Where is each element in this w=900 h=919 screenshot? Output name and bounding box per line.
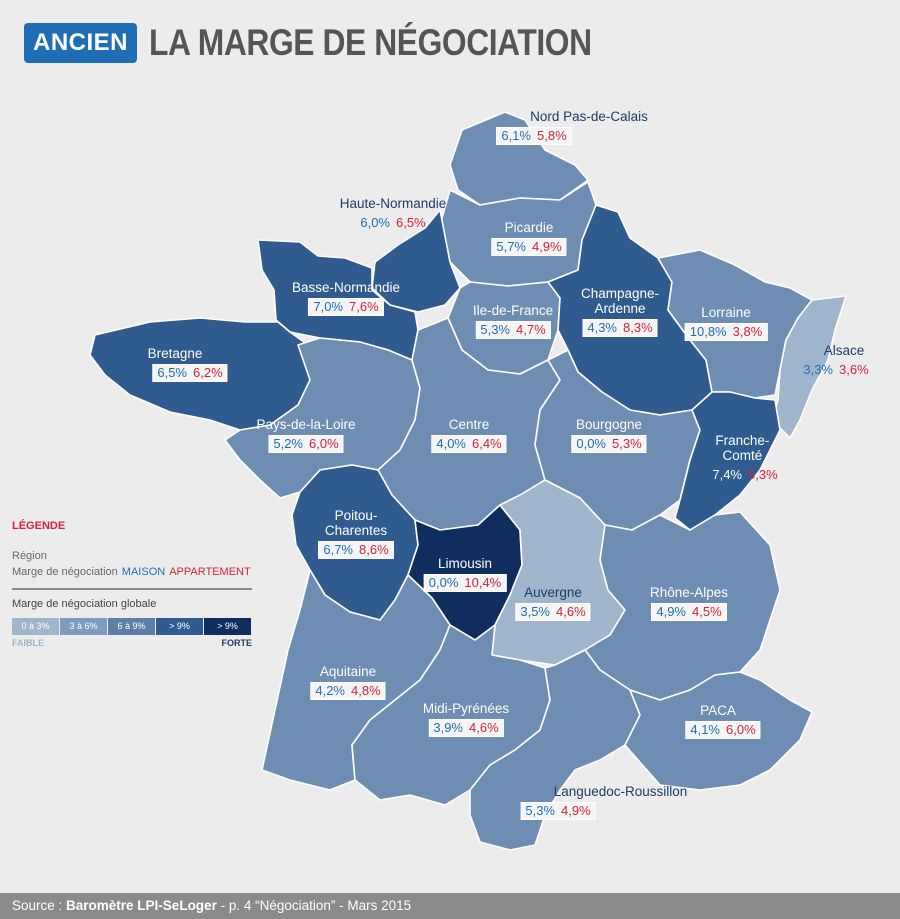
region-values: 4,9% 4,5% <box>651 603 726 621</box>
region-name: Pays-de-la-Loire <box>256 417 355 432</box>
label-nord-pas-de-calais: Nord Pas-de-Calais 6,1% 5,8% <box>420 109 648 145</box>
region-values: 4,3% 8,3% <box>582 319 657 337</box>
label-picardie: Picardie 5,7% 4,9% <box>491 220 566 256</box>
region-values: 3,9% 4,6% <box>428 719 503 737</box>
legend-divider <box>12 588 252 590</box>
legend-swatch: 6 à 9% <box>108 618 155 635</box>
legend-high: FORTE <box>222 638 253 648</box>
maison-value: 6,1% <box>501 128 531 143</box>
region-name: Auvergne <box>515 585 590 600</box>
legend-marge-line: Marge de négociation MAISON APPARTEMENT <box>12 566 252 578</box>
region-values: 5,2% 6,0% <box>268 435 343 453</box>
legend-low: FAIBLE <box>12 638 44 648</box>
region-values: 0,0% 5,3% <box>571 435 646 453</box>
region-name: Champagne-Ardenne <box>573 286 668 316</box>
region-name: PACA <box>675 703 760 718</box>
region-values: 3,3% 3,6% <box>798 361 873 379</box>
region-name: Ile-de-France <box>473 303 553 318</box>
region-name: Limousin <box>424 556 507 571</box>
region-name: Basse-Normandie <box>292 280 400 295</box>
label-languedoc-roussillon: Languedoc-Roussillon 5,3% 4,9% <box>429 784 688 820</box>
label-limousin: Limousin 0,0% 10,4% <box>424 556 507 592</box>
region-name: Midi-Pyrénées <box>423 701 509 716</box>
region-values: 0,0% 10,4% <box>424 574 507 592</box>
region-name: Picardie <box>491 220 566 235</box>
legend-region-line: Région <box>12 550 252 562</box>
region-values: 4,1% 6,0% <box>685 721 760 739</box>
region-values: 4,2% 4,8% <box>310 682 385 700</box>
label-poitou-charentes: Poitou-Charentes 6,7% 8,6% <box>316 508 396 559</box>
label-rhone-alpes: Rhône-Alpes 4,9% 4,5% <box>650 585 728 621</box>
legend-maison: MAISON <box>122 566 165 578</box>
region-name: Haute-Normandie <box>340 196 447 211</box>
legend: LÉGENDE Région Marge de négociation MAISO… <box>12 520 252 648</box>
legend-swatch: 0 à 3% <box>12 618 59 635</box>
region-values: 6,5% 6,2% <box>152 364 227 382</box>
label-alsace: Alsace 3,3% 3,6% <box>798 343 873 379</box>
region-values: 6,1% 5,8% <box>496 127 571 145</box>
label-bourgogne: Bourgogne 0,0% 5,3% <box>571 417 646 453</box>
region-values: 6,0% 6,5% <box>355 214 430 232</box>
region-name: Bretagne <box>122 346 227 361</box>
region-values: 10,8% 3,8% <box>685 323 768 341</box>
region-name: Nord Pas-de-Calais <box>530 109 648 124</box>
region-name: Languedoc-Roussillon <box>554 784 688 799</box>
region-name: Lorraine <box>685 305 768 320</box>
region-values: 5,3% 4,7% <box>475 321 550 339</box>
region-name: Alsace <box>814 343 873 358</box>
region-name: Poitou-Charentes <box>316 508 396 538</box>
label-midi-pyrenees: Midi-Pyrénées 3,9% 4,6% <box>423 701 509 737</box>
region-values: 5,7% 4,9% <box>491 238 566 256</box>
region-values: 4,0% 6,4% <box>431 435 506 453</box>
region-name: Rhône-Alpes <box>650 585 728 600</box>
footer-source: Source : Baromètre LPI-SeLoger - p. 4 “N… <box>0 893 900 919</box>
legend-title: LÉGENDE <box>12 520 252 532</box>
legend-ends: FAIBLE FORTE <box>12 638 252 648</box>
region-values: 5,3% 4,9% <box>520 802 595 820</box>
label-lorraine: Lorraine 10,8% 3,8% <box>685 305 768 341</box>
region-values: 7,0% 7,6% <box>308 298 383 316</box>
region-name: Aquitaine <box>310 664 385 679</box>
legend-global-title: Marge de négociation globale <box>12 598 252 610</box>
region-name: Centre <box>431 417 506 432</box>
legend-swatch: > 9% <box>204 618 251 635</box>
label-haute-normandie: Haute-Normandie 6,0% 6,5% <box>340 196 447 232</box>
label-centre: Centre 4,0% 6,4% <box>431 417 506 453</box>
label-champagne-ardenne: Champagne-Ardenne 4,3% 8,3% <box>573 286 668 337</box>
source-name: Baromètre LPI-SeLoger <box>66 898 217 913</box>
label-pays-de-la-loire: Pays-de-la-Loire 5,2% 6,0% <box>256 417 355 453</box>
label-ile-de-france: Ile-de-France 5,3% 4,7% <box>473 303 553 339</box>
region-values: 7,4% 5,3% <box>707 466 782 484</box>
label-basse-normandie: Basse-Normandie 7,0% 7,6% <box>292 280 400 316</box>
region-values: 3,5% 4,6% <box>515 603 590 621</box>
legend-swatch: > 9% <box>156 618 203 635</box>
legend-swatch: 3 à 6% <box>60 618 107 635</box>
label-auvergne: Auvergne 3,5% 4,6% <box>515 585 590 621</box>
legend-scale: 0 à 3% 3 à 6% 6 à 9% > 9% > 9% <box>12 618 252 635</box>
region-name: Bourgogne <box>571 417 646 432</box>
label-franche-comte: Franche-Comté 7,4% 5,3% <box>707 433 782 484</box>
legend-appartement: APPARTEMENT <box>169 566 251 578</box>
label-paca: PACA 4,1% 6,0% <box>685 703 760 739</box>
region-name: Franche-Comté <box>707 433 777 463</box>
appart-value: 5,8% <box>537 128 567 143</box>
label-bretagne: Bretagne 6,5% 6,2% <box>152 346 227 382</box>
label-aquitaine: Aquitaine 4,2% 4,8% <box>310 664 385 700</box>
region-values: 6,7% 8,6% <box>318 541 393 559</box>
